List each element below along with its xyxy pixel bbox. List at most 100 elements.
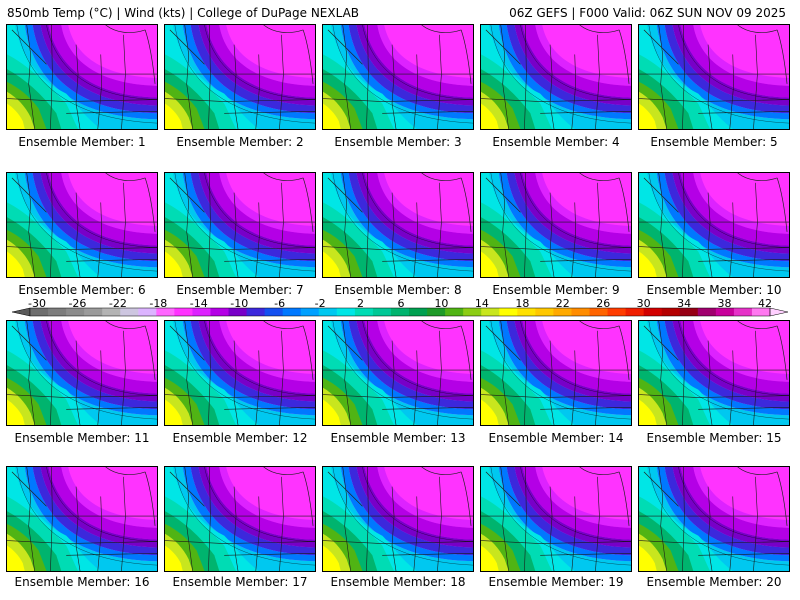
ensemble-member-map-20 xyxy=(638,466,790,572)
colorbar-swatch xyxy=(463,308,482,316)
ensemble-member-map-3 xyxy=(322,24,474,130)
colorbar-swatch xyxy=(390,308,410,316)
colorbar-tick-label: 34 xyxy=(677,297,692,310)
ensemble-member-map-6 xyxy=(6,172,158,278)
colorbar-swatch xyxy=(715,308,735,316)
colorbar-tick-label: 2 xyxy=(357,297,365,310)
ensemble-member-map-10 xyxy=(638,172,790,278)
ensemble-member-map-11 xyxy=(6,320,158,426)
colorbar-tick-label: -18 xyxy=(149,297,168,310)
colorbar-swatch xyxy=(174,308,193,316)
ensemble-member-label: Ensemble Member: 13 xyxy=(330,431,466,445)
colorbar-swatch xyxy=(607,308,627,316)
ensemble-member-label: Ensemble Member: 5 xyxy=(650,135,778,149)
colorbar-tick-label: 30 xyxy=(636,297,651,310)
temperature-colorbar xyxy=(0,296,800,320)
colorbar-swatch xyxy=(445,308,464,316)
ensemble-member-map-16 xyxy=(6,466,158,572)
colorbar-swatch xyxy=(661,308,681,316)
colorbar-swatch xyxy=(409,308,428,316)
colorbar-swatch xyxy=(66,308,85,316)
colorbar-swatch xyxy=(499,308,518,316)
ensemble-member-map-2 xyxy=(164,24,316,130)
ensemble-member-label: Ensemble Member: 4 xyxy=(492,135,620,149)
ensemble-member-map-1 xyxy=(6,24,158,130)
colorbar-tick-label: 14 xyxy=(474,297,489,310)
ensemble-member-map-18 xyxy=(322,466,474,572)
colorbar-swatch xyxy=(553,308,572,316)
colorbar-swatch xyxy=(733,308,753,316)
colorbar-swatch xyxy=(156,308,175,316)
colorbar-tick-label: 42 xyxy=(758,297,772,310)
colorbar-swatch xyxy=(697,308,717,316)
ensemble-member-map-5 xyxy=(638,24,790,130)
colorbar-swatch xyxy=(625,308,645,316)
colorbar-swatch xyxy=(354,308,374,316)
colorbar-tick-label: -14 xyxy=(189,297,208,310)
colorbar-swatch xyxy=(517,308,536,316)
colorbar-tick-label: -2 xyxy=(314,297,326,310)
ensemble-member-label: Ensemble Member: 6 xyxy=(18,283,146,297)
colorbar-swatch xyxy=(84,308,103,316)
ensemble-member-label: Ensemble Member: 7 xyxy=(176,283,304,297)
colorbar-swatch xyxy=(210,308,230,316)
colorbar-swatch xyxy=(751,308,771,316)
ensemble-member-label: Ensemble Member: 20 xyxy=(646,575,782,589)
colorbar-swatch xyxy=(427,308,446,316)
colorbar-tick-label: 18 xyxy=(515,297,530,310)
colorbar-tick-label: -22 xyxy=(108,297,127,310)
colorbar-swatch xyxy=(571,308,591,316)
colorbar-swatch xyxy=(138,308,157,316)
colorbar-swatch xyxy=(282,308,302,316)
ensemble-member-map-14 xyxy=(480,320,632,426)
ensemble-member-map-4 xyxy=(480,24,632,130)
ensemble-member-label: Ensemble Member: 9 xyxy=(492,283,620,297)
ensemble-member-map-19 xyxy=(480,466,632,572)
ensemble-member-label: Ensemble Member: 12 xyxy=(172,431,308,445)
colorbar-swatch xyxy=(300,308,320,316)
colorbar-tick-label: -6 xyxy=(274,297,286,310)
ensemble-member-label: Ensemble Member: 11 xyxy=(14,431,150,445)
colorbar-tick-label: 38 xyxy=(717,297,732,310)
colorbar-tick-label: 6 xyxy=(397,297,405,310)
ensemble-member-map-7 xyxy=(164,172,316,278)
colorbar-tick-label: 26 xyxy=(596,297,611,310)
product-title: 850mb Temp (°C) | Wind (kts) | College o… xyxy=(7,6,360,20)
colorbar-max-arrow xyxy=(769,307,789,317)
colorbar-tick-label: -26 xyxy=(68,297,87,310)
valid-time: 06Z GEFS | F000 Valid: 06Z SUN NOV 09 20… xyxy=(509,6,786,20)
colorbar-tick-label: -30 xyxy=(28,297,46,310)
ensemble-member-map-15 xyxy=(638,320,790,426)
colorbar-swatch xyxy=(48,308,67,316)
ensemble-member-label: Ensemble Member: 3 xyxy=(334,135,462,149)
colorbar-swatch xyxy=(246,308,266,316)
colorbar-swatch xyxy=(192,308,211,316)
colorbar-swatch xyxy=(643,308,663,316)
colorbar-swatch xyxy=(589,308,609,316)
ensemble-member-label: Ensemble Member: 8 xyxy=(334,283,462,297)
colorbar-swatch xyxy=(372,308,392,316)
ensemble-member-map-12 xyxy=(164,320,316,426)
ensemble-member-label: Ensemble Member: 16 xyxy=(14,575,150,589)
ensemble-member-label: Ensemble Member: 1 xyxy=(18,135,146,149)
colorbar-tick-label: -10 xyxy=(230,297,249,310)
colorbar-swatch xyxy=(264,308,284,316)
colorbar-swatch xyxy=(535,308,554,316)
colorbar-swatch xyxy=(228,308,248,316)
colorbar-swatch xyxy=(336,308,356,316)
ensemble-member-map-9 xyxy=(480,172,632,278)
colorbar-tick-label: 10 xyxy=(434,297,449,310)
ensemble-member-label: Ensemble Member: 2 xyxy=(176,135,304,149)
ensemble-member-label: Ensemble Member: 18 xyxy=(330,575,466,589)
ensemble-member-label: Ensemble Member: 17 xyxy=(172,575,308,589)
colorbar-swatch xyxy=(30,308,49,316)
ensemble-member-label: Ensemble Member: 14 xyxy=(488,431,624,445)
colorbar-swatch xyxy=(481,308,500,316)
colorbar-swatch xyxy=(318,308,338,316)
ensemble-member-label: Ensemble Member: 15 xyxy=(646,431,782,445)
ensemble-member-map-17 xyxy=(164,466,316,572)
ensemble-member-label: Ensemble Member: 19 xyxy=(488,575,624,589)
colorbar-swatch xyxy=(102,308,121,316)
ensemble-member-map-8 xyxy=(322,172,474,278)
colorbar-swatch xyxy=(679,308,699,316)
